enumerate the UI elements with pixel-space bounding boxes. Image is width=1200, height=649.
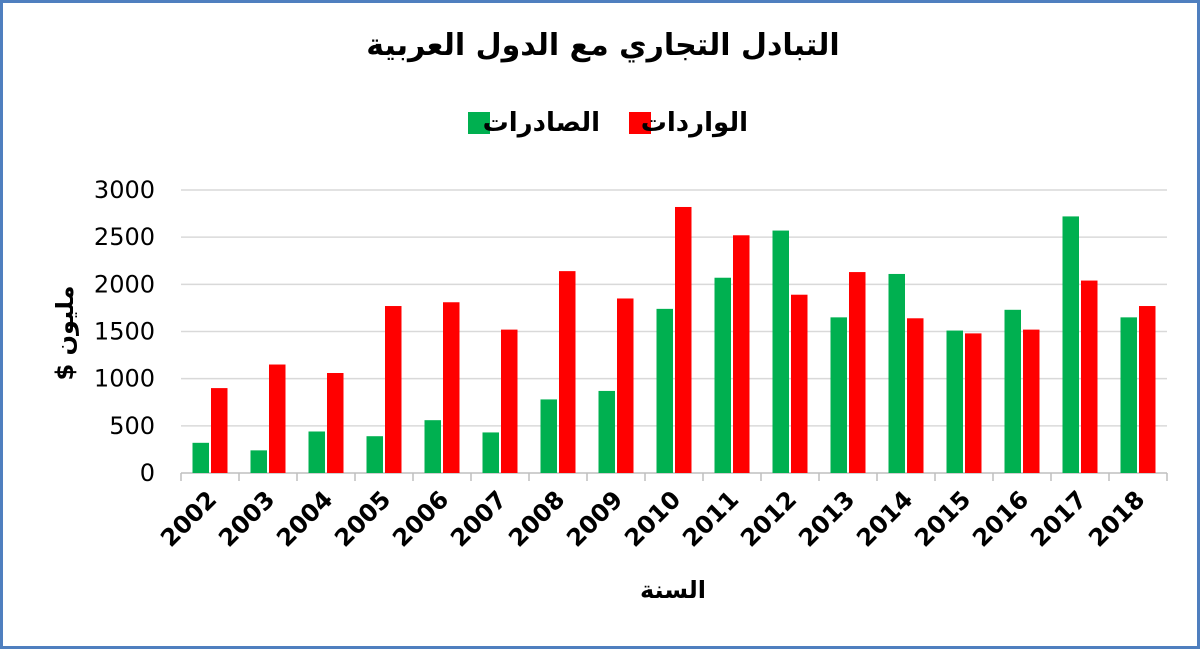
bar-exports (772, 230, 789, 473)
x-tick-label: 2005 (329, 485, 396, 552)
x-tick-label: 2002 (155, 485, 222, 552)
x-tick-label: 2010 (619, 485, 686, 552)
y-axis-label: $ مليون (51, 285, 79, 380)
x-tick-label: 2004 (271, 485, 338, 552)
chart-canvas: التبادل التجاري مع الدول العربية الواردا… (51, 28, 1168, 604)
y-tick-label: 500 (109, 412, 155, 440)
bar-exports (482, 432, 499, 473)
x-axis-ticks: 2002200320042005200620072008200920102011… (155, 485, 1150, 552)
bar-exports (424, 420, 441, 473)
bars (192, 206, 1156, 474)
y-axis-ticks: 0 500 1000 1500 2000 2500 3000 (94, 176, 155, 487)
bar-imports (269, 364, 286, 473)
bar-imports (733, 235, 750, 473)
x-tick-label: 2008 (503, 485, 570, 552)
x-tick-label: 2015 (909, 485, 976, 552)
bar-imports (443, 302, 460, 473)
bar-exports (714, 277, 731, 473)
legend-label-imports: الواردات (641, 108, 748, 138)
x-tick-label: 2003 (213, 485, 280, 552)
y-tick-label: 3000 (94, 176, 155, 204)
bar-exports (1004, 309, 1021, 473)
bar-imports (617, 298, 634, 473)
y-tick-label: 2500 (94, 223, 155, 251)
bar-imports (1081, 280, 1098, 473)
y-tick-label: 2000 (94, 270, 155, 298)
bar-imports (965, 333, 982, 473)
x-tick-label: 2012 (735, 485, 802, 552)
bar-exports (366, 436, 383, 473)
x-tick-label: 2013 (793, 485, 860, 552)
bar-exports (540, 399, 557, 473)
bar-imports (1139, 306, 1156, 473)
bar-exports (946, 330, 963, 473)
bar-exports (308, 431, 325, 473)
x-tick-label: 2007 (445, 485, 512, 552)
x-tick-label: 2006 (387, 485, 454, 552)
bar-imports (791, 294, 808, 473)
bar-exports (1120, 317, 1137, 473)
x-tick-label: 2016 (967, 485, 1034, 552)
y-tick-label: 1500 (94, 318, 155, 346)
bar-imports (559, 271, 576, 473)
bar-imports (907, 318, 924, 473)
chart-title: التبادل التجاري مع الدول العربية (366, 28, 839, 63)
bar-imports (211, 388, 228, 473)
y-tick-label: 1000 (94, 365, 155, 393)
legend: الواردات الصادرات (468, 108, 748, 138)
bar-exports (598, 390, 615, 473)
legend-label-exports: الصادرات (483, 108, 600, 138)
x-tick-label: 2017 (1025, 485, 1092, 552)
bar-exports (656, 308, 673, 473)
y-tick-label: 0 (140, 459, 155, 487)
x-tick-label: 2011 (677, 485, 744, 552)
x-tick-label: 2014 (851, 485, 918, 552)
bar-exports (830, 317, 847, 473)
bar-imports (675, 206, 692, 474)
x-tick-label: 2018 (1083, 485, 1150, 552)
bar-imports (327, 373, 344, 473)
legend-swatch-imports (629, 112, 651, 134)
bar-exports (192, 442, 209, 473)
bar-imports (385, 306, 402, 473)
bar-exports (250, 450, 267, 473)
bar-exports (1062, 216, 1079, 473)
x-axis-label: السنة (640, 576, 706, 604)
bar-exports (888, 273, 905, 473)
legend-swatch-exports (468, 112, 490, 134)
bar-imports (501, 329, 518, 473)
bar-imports (1023, 329, 1040, 473)
gridlines (180, 189, 1168, 481)
bar-imports (849, 272, 866, 473)
x-tick-label: 2009 (561, 485, 628, 552)
